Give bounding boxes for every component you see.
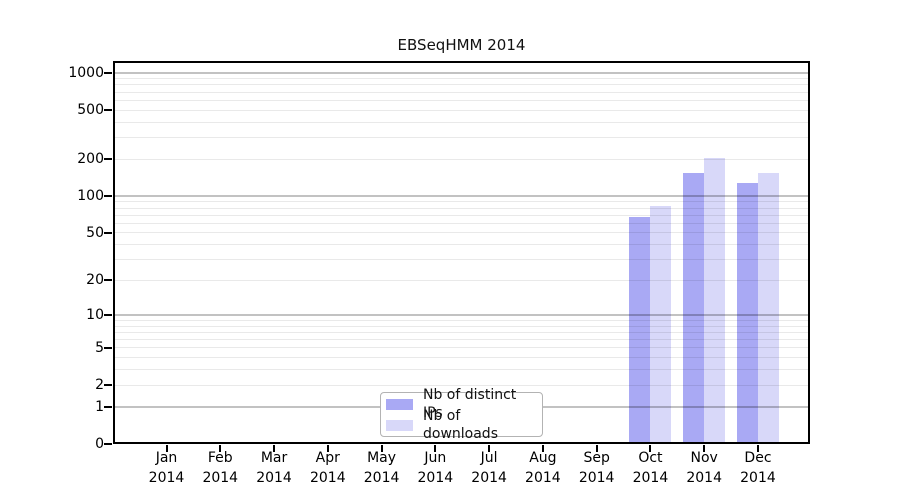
chart-title: EBSeqHMM 2014 [397,36,526,54]
y-tick-label: 1 [95,398,104,415]
x-tick-label: Aug 2014 [525,450,561,486]
gridline-minor [113,347,810,349]
gridline-minor [113,137,810,138]
legend: Nb of distinct IPs Nb of downloads [380,387,543,442]
gridline-minor [113,109,810,111]
y-tick-label: 20 [86,272,104,289]
gridline-minor [113,357,810,359]
x-tick-mark [756,445,759,452]
gridline-minor [113,121,810,123]
gridline-minor [113,369,810,371]
y-tick-mark [104,195,112,198]
gridline-minor [113,331,810,333]
y-tick-label: 500 [77,102,104,119]
x-tick-mark [273,445,276,452]
x-tick-mark [649,445,652,452]
x-tick-label: Oct 2014 [632,450,669,486]
x-tick-label: Jul 2014 [471,450,507,486]
y-tick-mark [104,405,112,408]
bar-distinct-ips [683,173,705,444]
gridline-minor [113,222,810,224]
bar-downloads [704,158,726,444]
y-tick-label: 200 [77,151,104,168]
gridline-minor [113,325,810,327]
x-tick-mark [595,445,598,452]
x-tick-mark [326,445,329,452]
gridline-minor [113,279,810,281]
y-tick-mark [104,279,112,282]
gridline-minor [113,78,810,80]
gridline-minor [113,338,810,340]
legend-swatch-downloads [386,419,413,431]
y-tick-label: 2 [95,377,104,393]
x-tick-label: Mar 2014 [256,450,292,486]
x-tick-mark [488,445,491,452]
gridline-minor [113,244,810,246]
y-tick-mark [104,71,112,74]
x-tick-mark [541,445,544,452]
y-tick-mark [104,314,112,317]
x-tick-mark [380,445,383,452]
x-tick-label: Dec 2014 [740,450,776,486]
gridline-major [113,195,810,198]
gridline-minor [113,259,810,261]
x-tick-label: Apr 2014 [309,450,346,486]
gridline-minor [113,158,810,160]
x-tick-mark [165,445,168,452]
bar-distinct-ips [629,217,651,444]
bar-distinct-ips [736,183,758,444]
y-tick-mark [104,158,112,161]
y-tick-mark [104,443,112,445]
x-tick-mark [703,445,706,452]
x-tick-label: Jan 2014 [148,450,185,486]
gridline-minor [113,384,810,386]
bar-downloads [650,206,672,444]
y-tick-label: 100 [77,188,104,205]
x-tick-label: Feb 2014 [202,450,239,486]
y-tick-mark [104,109,112,112]
gridline-minor [113,84,810,86]
gridline-minor [113,232,810,234]
gridline-minor [113,99,810,101]
y-tick-mark [104,346,112,349]
x-tick-mark [219,445,222,452]
gridline-minor [113,201,810,203]
legend-swatch-distinct-ips [386,398,413,410]
y-tick-mark [104,384,112,386]
legend-item: Nb of distinct IPs [386,387,537,421]
x-tick-label: Jun 2014 [417,450,454,486]
legend-label: Nb of distinct IPs [423,387,517,421]
y-tick-label: 5 [95,339,104,356]
x-tick-mark [434,445,437,452]
gridline-minor [113,319,810,321]
gridline-major [113,71,810,74]
gridline-minor [113,207,810,209]
legend-label: Nb of downloads [423,408,498,442]
y-tick-label: 10 [86,307,104,324]
gridline-major [113,314,810,317]
y-tick-label: 1000 [68,64,104,81]
x-tick-label: May 2014 [363,450,400,486]
y-tick-label: 0 [95,436,104,452]
x-tick-label: Sep 2014 [578,450,615,486]
y-tick-mark [104,231,112,234]
gridline-minor [113,91,810,93]
legend-item: Nb of downloads [386,408,537,442]
y-tick-label: 50 [86,224,104,241]
bar-downloads [757,173,779,444]
x-tick-label: Nov 2014 [686,450,722,486]
gridline-minor [113,214,810,216]
